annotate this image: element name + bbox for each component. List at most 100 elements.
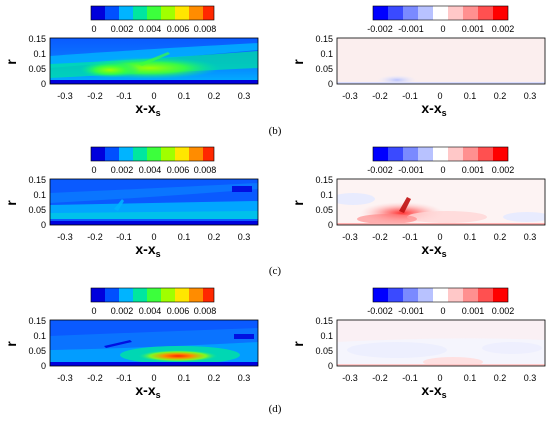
row-c: 0 0.002 0.004 0.006 0.008 0 0.05 0.1 0.1…: [3, 146, 546, 277]
y-axis-left: 0 0.05 0.1 0.15 r: [3, 34, 46, 89]
x-tick: 0.3: [524, 91, 537, 101]
y-axis-label: r: [3, 341, 19, 347]
x-tick: -0.1: [116, 91, 132, 101]
colorbar-tick: 0.002: [492, 24, 515, 34]
y-tick: 0: [328, 220, 333, 230]
colorbar-tick: 0.004: [139, 24, 162, 34]
caption-d: (d): [269, 403, 282, 415]
y-axis-left: 0 0.05 0.1 0.15 r: [3, 316, 46, 371]
y-tick: 0.15: [315, 316, 333, 326]
x-tick: 0.1: [178, 232, 191, 242]
y-axis-right: 0 0.05 0.1 0.15 r: [290, 316, 333, 371]
x-tick: -0.1: [116, 232, 132, 242]
x-axis-left: -0.3 -0.2 -0.1 0 0.1 0.2 0.3 x-xs: [57, 91, 250, 118]
colorbar-tick: 0: [91, 165, 96, 175]
y-tick: 0.15: [28, 175, 46, 185]
x-tick: 0: [437, 232, 442, 242]
plot-left: [49, 178, 259, 226]
x-tick: -0.1: [402, 91, 418, 101]
x-tick: 0.2: [208, 373, 221, 383]
colorbar-tick: 0: [440, 165, 445, 175]
x-axis-right: -0.3 -0.2 -0.1 0 0.1 0.2 0.3 x-xs: [342, 91, 536, 118]
x-tick: -0.2: [87, 91, 103, 101]
x-tick: 0.3: [238, 91, 251, 101]
colorbar-tick: 0.001: [462, 24, 485, 34]
y-tick: 0.1: [320, 331, 333, 341]
y-axis-label: r: [3, 59, 19, 65]
colorbar-tick: 0.002: [111, 306, 134, 316]
colorbar-tick: 0.006: [167, 165, 190, 175]
colorbar-tick: -0.002: [367, 165, 393, 175]
y-tick: 0: [41, 79, 46, 89]
x-tick: -0.2: [372, 373, 388, 383]
colorbar-tick: 0.001: [462, 165, 485, 175]
y-axis-label: r: [290, 200, 306, 206]
x-tick: -0.2: [372, 232, 388, 242]
x-axis-label: x-xs: [421, 100, 446, 118]
y-tick: 0.1: [33, 190, 46, 200]
y-tick: 0.15: [315, 175, 333, 185]
x-tick: 0.1: [464, 232, 477, 242]
y-tick: 0: [328, 361, 333, 371]
y-tick: 0.15: [28, 316, 46, 326]
x-tick: -0.1: [402, 373, 418, 383]
colorbar-tick: 0: [440, 306, 445, 316]
colorbar-tick: -0.002: [367, 24, 393, 34]
y-axis-right: 0 0.05 0.1 0.15 r: [290, 34, 333, 89]
x-tick: 0: [151, 373, 156, 383]
x-tick: 0.2: [494, 232, 507, 242]
y-tick: 0.1: [320, 190, 333, 200]
plot-right: [336, 37, 546, 85]
x-tick: 0.1: [178, 373, 191, 383]
colorbar-tick: -0.001: [398, 306, 424, 316]
plot-right: [336, 319, 546, 367]
y-tick: 0: [41, 220, 46, 230]
caption-b: (b): [269, 125, 282, 137]
colorbar-tick: 0.001: [462, 306, 485, 316]
colorbar-tick: 0.006: [167, 306, 190, 316]
x-tick: 0.1: [464, 91, 477, 101]
y-axis-right: 0 0.05 0.1 0.15 r: [290, 175, 333, 230]
x-tick: -0.3: [342, 232, 358, 242]
x-tick: 0.3: [524, 232, 537, 242]
colorbar-tick: 0.006: [167, 24, 190, 34]
colorbar-tick: 0.008: [194, 24, 217, 34]
row-d: 0 0.002 0.004 0.006 0.008 0 0.05 0.1 0.: [3, 287, 546, 415]
x-tick: 0.1: [464, 373, 477, 383]
x-tick: 0.1: [178, 91, 191, 101]
x-tick: -0.3: [342, 373, 358, 383]
colorbar-tick: -0.001: [398, 24, 424, 34]
x-axis-left: -0.3 -0.2 -0.1 0 0.1 0.2 0.3 x-xs: [57, 232, 250, 259]
colorbar-tick: 0.002: [492, 306, 515, 316]
y-tick: 0: [41, 361, 46, 371]
x-axis-label: x-xs: [135, 100, 160, 118]
colorbar-tick: 0.008: [194, 165, 217, 175]
colorbar-tick: 0.004: [139, 306, 162, 316]
colorbar-tick: 0: [91, 24, 96, 34]
y-tick: 0.1: [320, 49, 333, 59]
x-tick: -0.3: [57, 91, 73, 101]
x-tick: -0.1: [116, 373, 132, 383]
y-axis-label: r: [290, 59, 306, 65]
x-tick: -0.3: [342, 91, 358, 101]
x-axis-label: x-xs: [421, 241, 446, 259]
colorbar-tick: 0.002: [492, 165, 515, 175]
x-tick: -0.1: [402, 232, 418, 242]
colorbar-tick: 0: [91, 306, 96, 316]
colorbar-right: -0.002 -0.001 0 0.001 0.002: [367, 146, 515, 175]
x-axis-label: x-xs: [421, 382, 446, 400]
y-tick: 0.15: [315, 34, 333, 44]
colorbar-right: -0.002 -0.001 0 0.001 0.002: [367, 287, 515, 316]
plot-right: [336, 178, 546, 226]
y-axis-label: r: [3, 200, 19, 206]
x-tick: 0.2: [208, 91, 221, 101]
x-tick: -0.3: [57, 232, 73, 242]
colorbar-tick: -0.002: [367, 306, 393, 316]
x-tick: -0.2: [87, 373, 103, 383]
x-tick: 0: [151, 91, 156, 101]
x-tick: 0: [437, 91, 442, 101]
caption-c: (c): [269, 265, 282, 277]
y-tick: 0.05: [28, 346, 46, 356]
colorbar-tick: 0.002: [111, 165, 134, 175]
